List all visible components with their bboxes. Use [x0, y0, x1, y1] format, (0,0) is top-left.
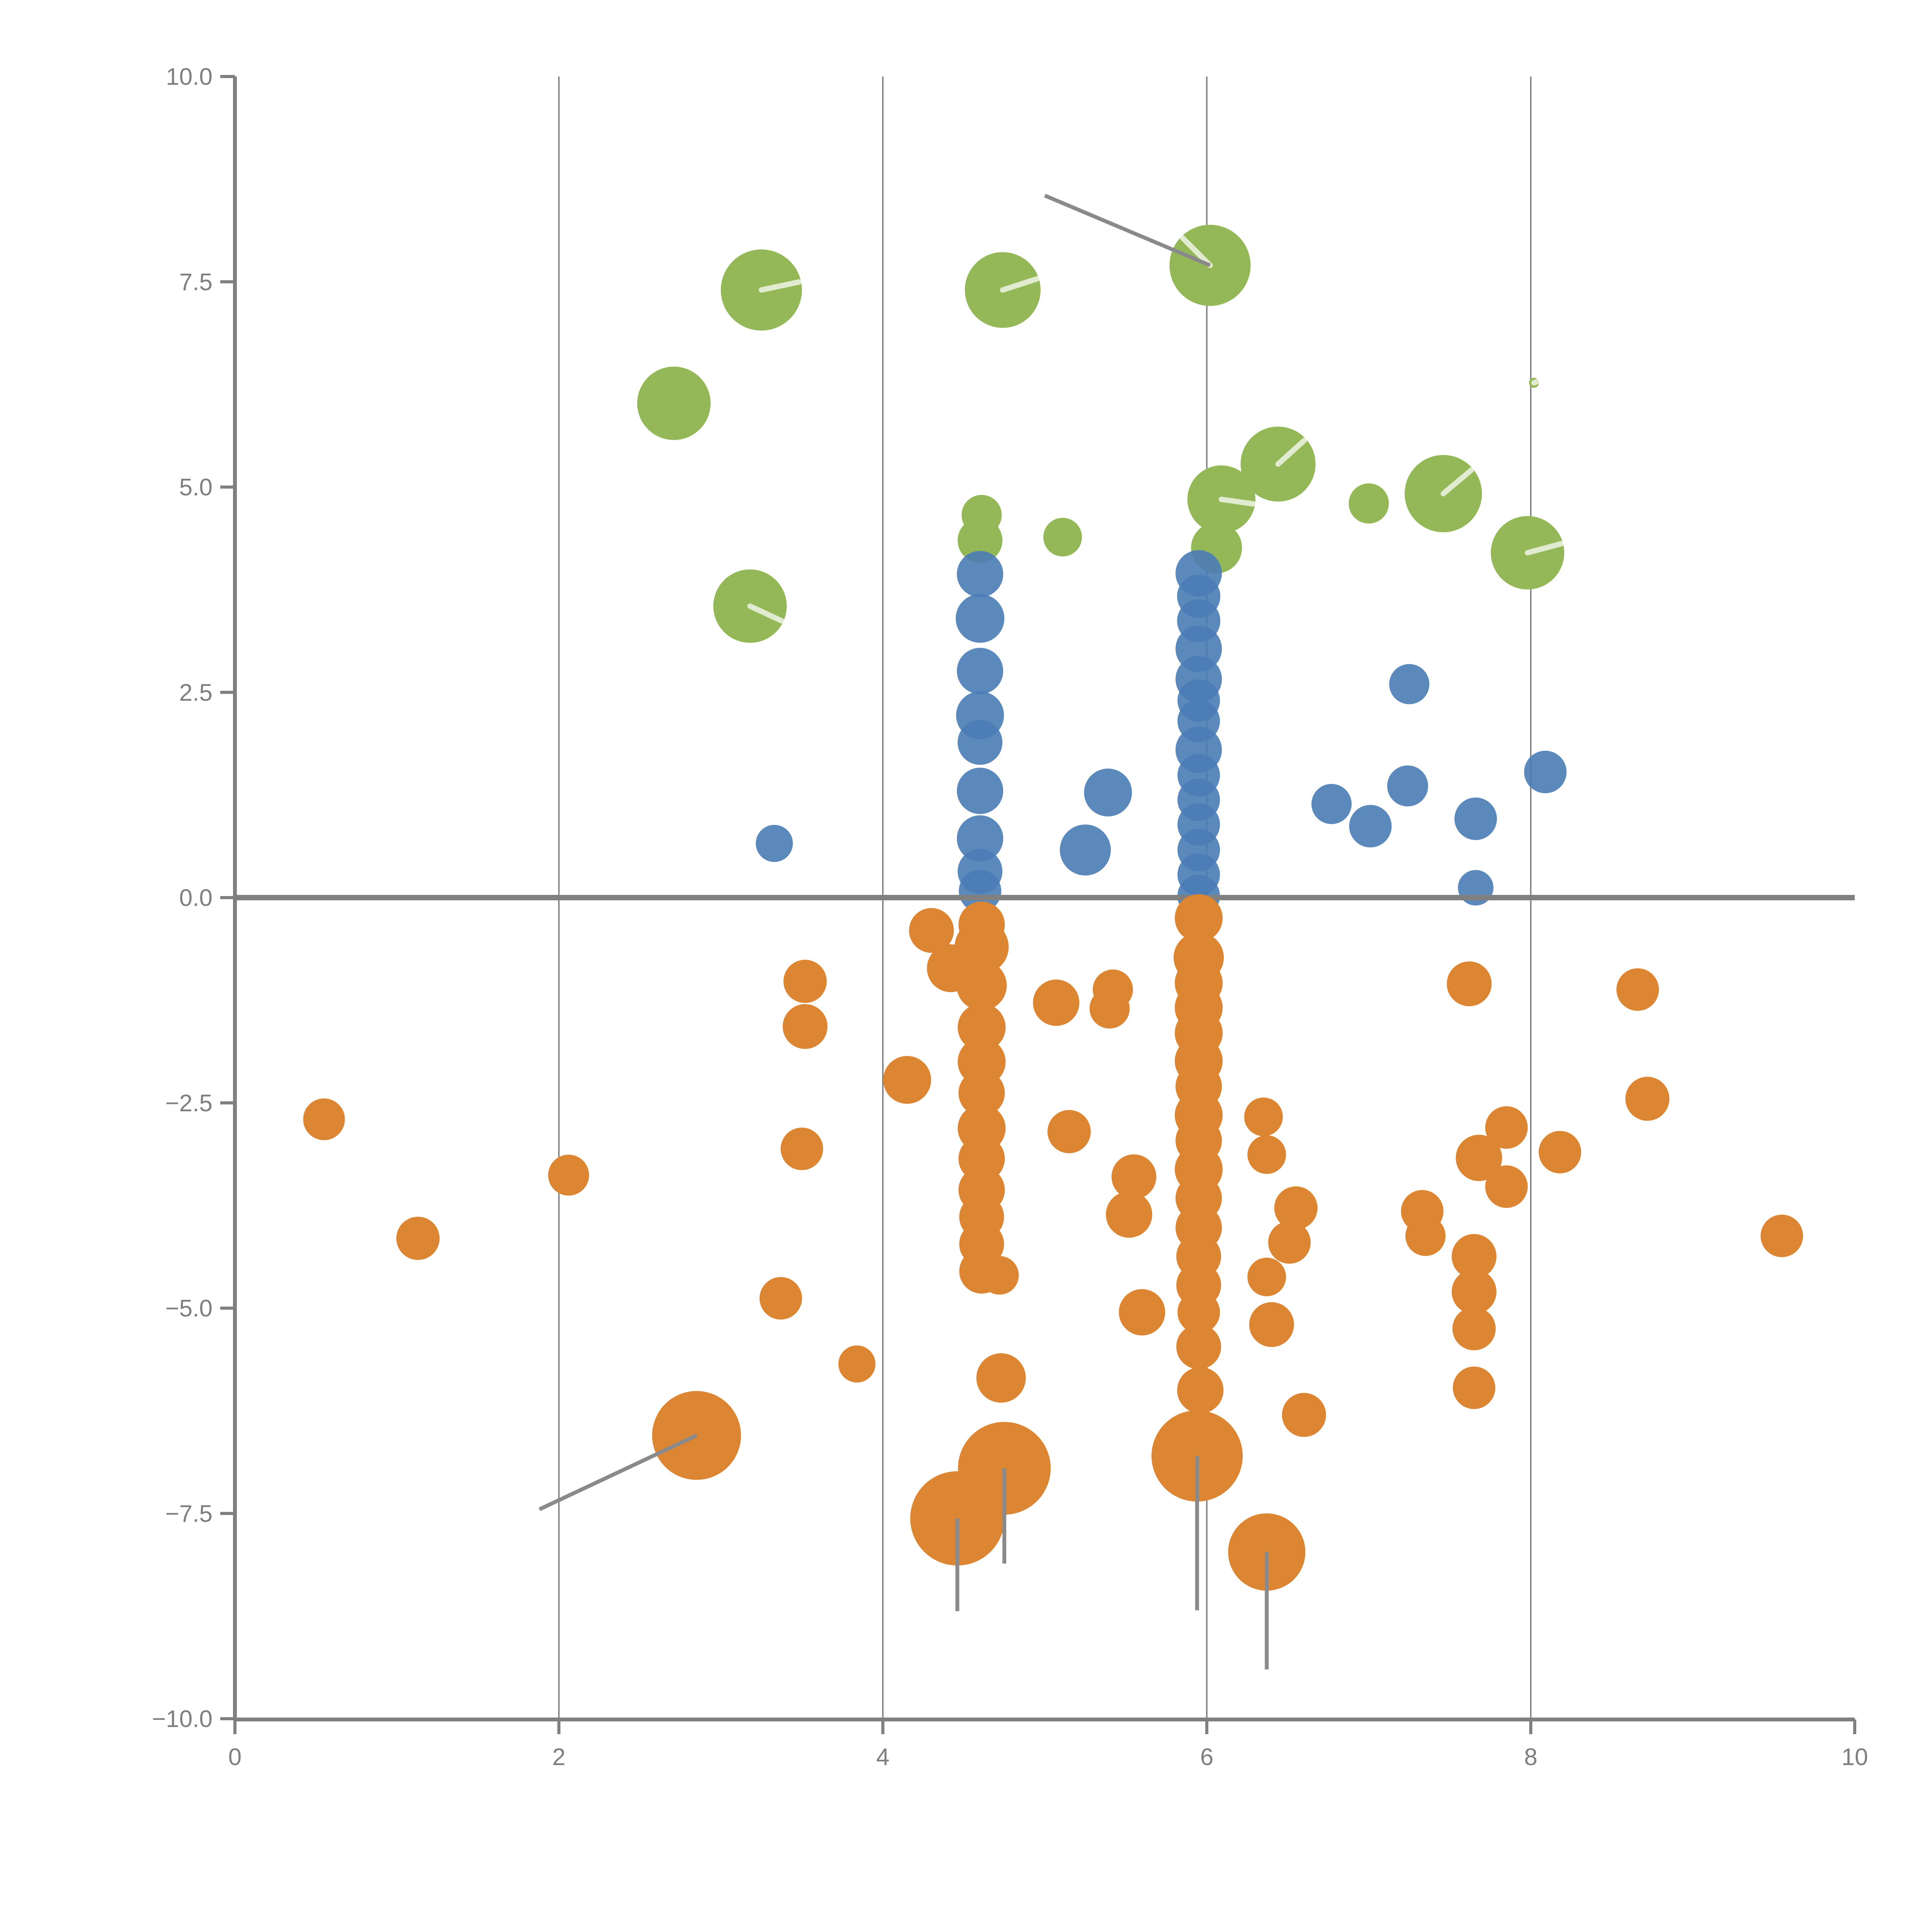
blue-bubble	[957, 767, 1003, 814]
orange-bubble	[1451, 1234, 1497, 1279]
y-tick-label-5: 5.0	[179, 474, 213, 501]
y-tick-label--7.5: −7.5	[165, 1500, 213, 1527]
orange-bubble	[909, 908, 954, 953]
orange-bubble	[1111, 1154, 1156, 1199]
orange-bubble	[759, 1277, 802, 1320]
orange-bubble	[1274, 1186, 1318, 1230]
blue-bubble	[957, 815, 1003, 862]
blue-bubble	[1524, 750, 1567, 793]
orange-bubble	[1268, 1221, 1311, 1264]
y-tick-label-7.5: 7.5	[179, 269, 213, 296]
orange-bubble	[1485, 1106, 1528, 1149]
blue-bubble	[957, 720, 1003, 765]
orange-bubble	[1451, 1269, 1497, 1314]
orange-bubble	[883, 1056, 931, 1104]
orange-bubble	[1760, 1214, 1803, 1257]
blue-bubble	[1349, 805, 1392, 848]
orange-bubble	[1447, 961, 1492, 1007]
bubble-direction-slash	[1440, 467, 1475, 497]
orange-bubble	[1047, 1110, 1091, 1153]
green-bubble	[637, 366, 711, 440]
x-tick-label-2: 2	[552, 1744, 565, 1770]
blue-bubble	[956, 594, 1005, 643]
orange-bubble	[782, 1004, 828, 1049]
blue-bubble	[1454, 798, 1497, 840]
x-tick-label-6: 6	[1200, 1744, 1213, 1770]
x-tick-label-8: 8	[1524, 1744, 1537, 1770]
orange-bubble	[783, 959, 827, 1003]
orange-bubble	[1177, 1291, 1220, 1334]
x-tick-label-4: 4	[876, 1744, 889, 1770]
orange-bubble	[1089, 988, 1130, 1029]
orange-bubble	[1625, 1077, 1670, 1121]
y-tick-label--5: −5.0	[165, 1295, 213, 1322]
y-tick-label-10: 10.0	[166, 64, 213, 90]
orange-bubble	[927, 944, 975, 992]
orange-bubble	[1177, 1367, 1224, 1413]
y-tick-label-2.5: 2.5	[179, 679, 213, 706]
bubble-direction-slash	[1218, 497, 1256, 507]
orange-bubble	[1247, 1257, 1286, 1296]
orange-bubble	[1616, 968, 1659, 1011]
bubble-direction-slash	[1000, 276, 1040, 293]
green-bubble	[1349, 483, 1389, 524]
orange-bubble	[1119, 1289, 1165, 1336]
y-tick-label--10: −10.0	[152, 1706, 213, 1733]
orange-bubble	[1485, 1165, 1528, 1208]
blue-bubble	[755, 825, 793, 862]
orange-bubble	[957, 1003, 1006, 1051]
orange-bubble	[1405, 1216, 1446, 1256]
x-tick-label-0: 0	[228, 1744, 242, 1770]
orange-bubble	[1105, 1191, 1152, 1238]
green-bubble	[1043, 518, 1082, 557]
bubble-direction-slash	[1525, 541, 1564, 556]
bubble-tail-line	[538, 1434, 697, 1511]
orange-bubble	[1175, 894, 1223, 942]
orange-bubble	[1244, 1097, 1283, 1136]
orange-bubble	[1282, 1393, 1326, 1437]
blue-bubble	[957, 551, 1003, 597]
bubble-direction-slash	[759, 279, 802, 293]
blue-bubble	[1060, 824, 1111, 876]
bubble-tail-line	[1044, 194, 1211, 267]
orange-bubble	[838, 1345, 876, 1383]
bubble-direction-slash	[1275, 437, 1308, 467]
orange-bubble	[1033, 980, 1080, 1026]
y-tick-label-0: 0.0	[179, 885, 213, 912]
orange-bubble	[1452, 1307, 1496, 1350]
orange-bubble	[1249, 1302, 1294, 1347]
blue-bubble	[1389, 664, 1430, 704]
bubble-direction-slash	[1180, 235, 1213, 268]
orange-bubble	[781, 1128, 823, 1170]
orange-bubble	[1539, 1131, 1582, 1173]
orange-bubble	[396, 1216, 440, 1260]
orange-bubble	[958, 1070, 1005, 1116]
orange-bubble	[1456, 1134, 1502, 1181]
orange-bubble	[1452, 1366, 1495, 1409]
bubble-direction-slash	[1531, 378, 1541, 386]
blue-bubble	[1387, 765, 1429, 806]
green-bubble	[957, 518, 1003, 563]
orange-bubble	[1176, 1324, 1221, 1369]
blue-bubble	[959, 870, 1002, 912]
bubble-direction-slash	[747, 603, 784, 624]
orange-bubble	[1247, 1135, 1286, 1174]
orange-bubble	[303, 1098, 345, 1140]
blue-bubble	[1084, 769, 1132, 816]
orange-bubble	[548, 1155, 589, 1196]
orange-bubble	[976, 1353, 1026, 1403]
x-tick-label-10: 10	[1842, 1744, 1868, 1770]
orange-bubble	[980, 1256, 1019, 1295]
y-tick-label--2.5: −2.5	[165, 1090, 213, 1117]
blue-bubble	[957, 648, 1003, 694]
blue-bubble	[1311, 784, 1352, 824]
